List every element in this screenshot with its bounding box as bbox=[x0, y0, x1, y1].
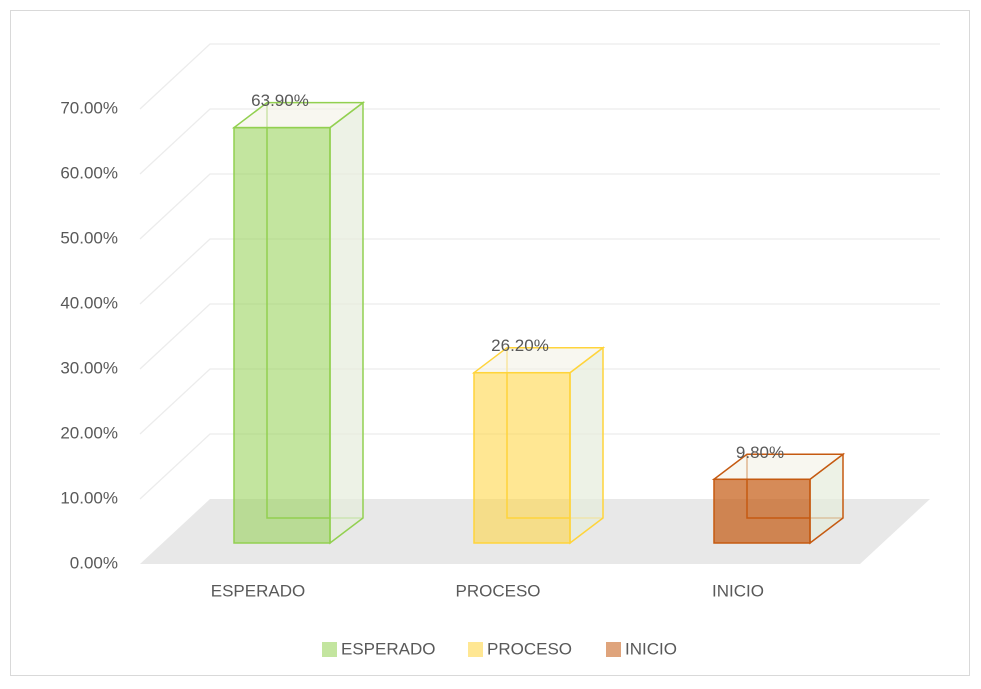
grid-line bbox=[139, 173, 940, 240]
grid-line bbox=[139, 433, 940, 500]
bar-side bbox=[329, 101, 364, 545]
bar-front bbox=[713, 478, 811, 544]
y-tick-label: 60.00% bbox=[60, 163, 118, 182]
legend-label: ESPERADO bbox=[341, 639, 435, 658]
bar-front bbox=[473, 371, 571, 544]
bar-front bbox=[233, 126, 331, 544]
grid-line bbox=[139, 368, 940, 435]
y-tick-label: 20.00% bbox=[60, 423, 118, 442]
legend-label: PROCESO bbox=[487, 639, 572, 658]
legend-swatch bbox=[606, 642, 621, 657]
y-tick-label: 40.00% bbox=[60, 293, 118, 312]
bar-side bbox=[569, 346, 604, 545]
grid-line bbox=[139, 238, 940, 305]
grid-line bbox=[139, 108, 940, 175]
y-tick-label: 50.00% bbox=[60, 228, 118, 247]
grid-line bbox=[139, 303, 940, 370]
y-tick-label: 30.00% bbox=[60, 358, 118, 377]
x-tick-label: ESPERADO bbox=[211, 581, 305, 600]
chart-border bbox=[10, 10, 970, 676]
x-tick-label: PROCESO bbox=[455, 581, 540, 600]
y-tick-label: 70.00% bbox=[60, 98, 118, 117]
grid-line bbox=[139, 43, 940, 110]
y-tick-label: 0.00% bbox=[70, 553, 118, 572]
legend-label: INICIO bbox=[625, 639, 677, 658]
x-tick-label: INICIO bbox=[712, 581, 764, 600]
y-tick-label: 10.00% bbox=[60, 488, 118, 507]
data-label: 9.80% bbox=[736, 443, 784, 462]
legend-swatch bbox=[468, 642, 483, 657]
legend-swatch bbox=[322, 642, 337, 657]
data-label: 63.90% bbox=[251, 91, 309, 110]
data-label: 26.20% bbox=[491, 336, 549, 355]
